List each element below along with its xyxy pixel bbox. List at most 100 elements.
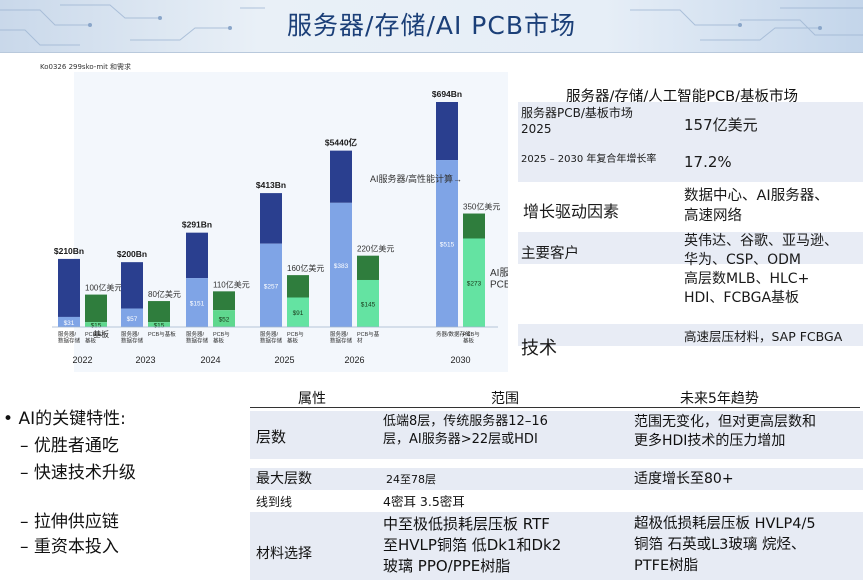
market-val-3: 数据中心、AI服务器、 高速网络 [684,188,829,224]
below-label-b-2024: PCB与基板 [213,330,230,344]
circuit-pattern-decoration [0,4,863,46]
bar-server-upper-2025 [260,193,282,244]
market-row-6 [518,324,863,346]
inner-label-pcb-2023: $15 [154,323,165,330]
annotation-hpc-pcb: AI服务器/HPCPCB及* [490,266,508,291]
bar-pcb-lower-2026 [357,279,379,327]
market-key-4: 主要客户 [521,246,579,262]
pcb-label-2025: 160亿美元 [287,263,324,273]
total-label-2022: $210Bn [54,246,84,256]
below-label-b-2026: PCB与基材 [357,330,380,344]
total-label-2023: $200Bn [117,249,147,259]
below-label-a-2025: 服务器/数据存储 [260,330,283,344]
bar-server-upper-2030 [436,102,458,161]
market-val-2: 17.2% [684,153,732,171]
market-key-1: 服务器PCB/基板市场 2025 [521,106,633,136]
table-cell-attr-2: 最大层数 [256,471,312,487]
pcb-label-2030: 350亿美元 [463,202,500,212]
below-label-a-2024: 服务器/数据存储 [186,330,209,344]
table-cell-range-2: 24至78层 [386,473,436,486]
bar-server-upper-2023 [121,262,143,309]
bar-pcb-lower-2030 [463,238,485,327]
bar-pcb-lower-2024 [213,310,235,327]
bar-pcb-lower-2022 [85,322,107,327]
inner-label-pcb-2024: $52 [219,317,230,324]
market-val-4: 英伟达、谷歌、亚马逊、 华为、CSP、ODM [684,233,838,268]
total-label-2030: $694Bn [432,89,462,99]
bar-server-upper-2026 [330,150,352,203]
table-cell-range-4: 中至极低损耗层压板 RTF 至HVLP铜箔 低Dk1和Dk2 玻璃 PPO/PP… [383,515,562,575]
chart-source-tag: Ko0326 299sko-mit 和需求 [40,63,132,71]
bar-pcb-lower-2025 [287,297,309,327]
tick-label-2025: 2025 [274,355,294,365]
market-val-5: 高层数MLB、HLC+ HDI、FCBGA基板 [684,271,810,306]
inner-label-server-2022: $31 [64,320,75,327]
bar-pcb-upper-2022 [85,294,107,323]
pcb-label-2023: 80亿美元 [148,289,181,299]
bar-server-upper-2024 [186,232,208,279]
pcb-label-2024: 110亿美元 [213,279,250,289]
bullet-item-2: – 快速技术升级 [20,463,136,483]
market-key-6: 技术 [521,338,557,359]
below-label-a-2023: 服务器/数据存储 [121,330,144,344]
inner-label-pcb-2026: $145 [361,301,376,308]
below-label-a-2022: 服务器/数据存储 [58,330,81,344]
below-label-b-2025: PCB与基板 [287,330,304,344]
title-banner: 服务器/存储/AI PCB市场 [0,0,863,53]
table-header-attr: 属性 [298,391,326,407]
market-row-4 [518,232,863,264]
table-cell-trend-1: 范围无变化，但对更高层数和 更多HDI技术的压力增加 [634,414,816,449]
below-label-b-2023: PCB与基板 [148,330,176,338]
bar-server-lower-2030 [436,160,458,327]
inner-label-pcb-2025: $91 [293,310,304,317]
inner-label-server-2030: $515 [440,242,455,249]
bullet-item-4: – 重资本投入 [20,537,119,557]
market-key-3: 增长驱动因素 [523,202,620,221]
table-header-trend: 未来5年趋势 [680,391,759,407]
tick-label-2030: 2030 [450,355,470,365]
table-cell-attr-1: 层数 [256,428,287,446]
table-cell-range-1: 低端8层，传统服务器12–16 层，AI服务器>22层或HDI [383,414,548,447]
market-summary-table: 服务器PCB/基板市场 2025 157亿美元 2025 – 2030 年复合年… [518,102,863,359]
pcb-label-2022: 100亿美元 [85,283,122,293]
bar-server-lower-2026 [330,202,352,327]
tick-label-2022: 2022 [72,355,92,365]
bullet-item-1: – 优胜者通吃 [20,436,119,456]
inner-label-server-2024: $151 [190,301,205,308]
tick-label-2024: 2024 [200,355,220,365]
annotation-ai-server: AI服务器/高性能计算→ [370,173,462,184]
bar-server-lower-2025 [260,243,282,327]
bar-server-lower-2024 [186,278,208,327]
inner-label-pcb-2030: $273 [467,281,482,288]
table-row-bg-1 [250,411,863,459]
table-cell-attr-4: 材料选择 [256,546,312,562]
total-label-2025: $413Bn [256,180,286,190]
table-cell-range-3: 4密耳 3.5密耳 [383,494,465,509]
below-label-a-2026: 服务器/数据存储 [330,330,353,344]
market-bar-chart: $210Bn 100亿美元 $31 $15 服务器/数据存储 PCB &基板 2022 $20… [38,72,508,372]
table-header-rule [250,407,860,408]
bar-pcb-upper-2026 [357,255,379,280]
bar-server-upper-2022 [58,258,80,317]
inner-label-pcb-2022: $15 [91,323,102,330]
bar-pcb-lower-2023 [148,322,170,327]
inner-label-server-2023: $57 [127,316,138,323]
pcb-label-2026: 220亿美元 [357,244,394,254]
bar-pcb-upper-2025 [287,275,309,298]
total-label-2024: $291Bn [182,220,212,230]
table-cell-attr-3: 线到线 [256,495,293,509]
market-row-2 [518,146,863,182]
table-row-bg-2 [250,468,863,490]
bullets-title: • AI的关键特性: [3,409,126,429]
below-label-a-2030: 务器/数据存储 [436,330,471,338]
inner-label-server-2026: $383 [334,263,349,270]
inner-label-server-2025: $257 [264,283,279,290]
below-label-b-2030: PCB与基板 [463,330,480,344]
market-val-6: 高速层压材料，SAP FCBGA [684,329,843,344]
page-title: 服务器/存储/AI PCB市场 [287,11,576,40]
bar-server-lower-2023 [121,308,143,327]
table-cell-trend-4: 超极低损耗层压板 HVLP4/5 铜箔 石英或L3玻璃 烷烃、 PTFE树脂 [634,516,816,574]
extra-label-2022: 基板 [93,329,109,339]
tick-label-2023: 2023 [135,355,155,365]
market-val-1: 157亿美元 [684,116,758,134]
